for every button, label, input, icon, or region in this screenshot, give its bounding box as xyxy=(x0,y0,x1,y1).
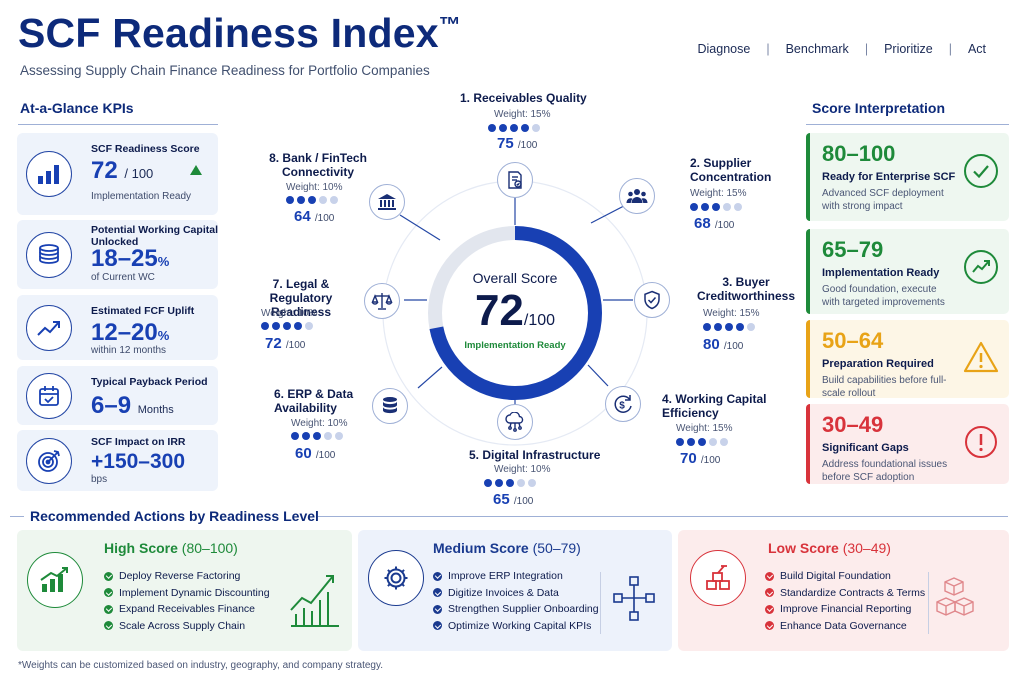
list-item: Expand Receivables Finance xyxy=(104,601,270,618)
list-item: Digitize Invoices & Data xyxy=(433,585,599,602)
list-item: Implement Dynamic Discounting xyxy=(104,585,270,602)
alert-circle-icon xyxy=(965,426,997,458)
bar-chart-icon xyxy=(26,151,72,197)
action-panel-high: High Score (80–100) Deploy Reverse Facto… xyxy=(17,530,352,651)
calendar-icon xyxy=(26,372,72,419)
factor-3-label: 3. Buyer Creditworthiness xyxy=(696,275,795,303)
factor-6-score: 60 /100 xyxy=(295,445,336,462)
factor-3-score: 80 /100 xyxy=(703,336,744,353)
factor-5-label: 5. Digital Infrastructure xyxy=(469,448,601,462)
nav-act[interactable]: Act xyxy=(967,42,986,56)
factor-3-dots xyxy=(703,323,755,331)
up-triangle-icon xyxy=(190,165,202,175)
invoice-icon xyxy=(497,162,533,198)
kpi-divider xyxy=(18,124,218,125)
factor-6-label: 6. ERP & Data Availability xyxy=(274,387,354,415)
list-item: Build Digital Foundation xyxy=(765,568,925,585)
growth-chart-icon xyxy=(290,575,339,627)
interpretation-heading: Score Interpretation xyxy=(812,100,946,116)
kpi-card-readiness: SCF Readiness Score 72 / 100 Implementat… xyxy=(17,133,218,215)
medium-action-list: Improve ERP Integration Digitize Invoice… xyxy=(433,568,599,634)
factor-7-score: 72 /100 xyxy=(265,335,306,352)
database-icon xyxy=(372,388,408,424)
interpretation-divider xyxy=(806,124,1009,125)
action-panel-medium: Medium Score (50–79) Improve ERP Integra… xyxy=(358,530,672,651)
list-item: Standardize Contracts & Terms xyxy=(765,585,925,602)
factor-8-dots xyxy=(286,196,338,204)
kpi-heading: At-a-Glance KPIs xyxy=(20,100,134,116)
dollar-cycle-icon: $ xyxy=(605,386,641,422)
page-title: SCF Readiness Index™ xyxy=(18,10,461,56)
interp-card-ready-enterprise: 80–100 Ready for Enterprise SCF Advanced… xyxy=(806,133,1009,221)
list-item: Improve ERP Integration xyxy=(433,568,599,585)
low-action-list: Build Digital Foundation Standardize Con… xyxy=(765,568,925,634)
factor-7-dots xyxy=(261,322,313,330)
list-item: Scale Across Supply Chain xyxy=(104,618,270,635)
footnote: *Weights can be customized based on indu… xyxy=(18,660,384,671)
page-subtitle: Assessing Supply Chain Finance Readiness… xyxy=(20,63,430,78)
factor-5-dots xyxy=(484,479,536,487)
factor-8-score: 64 /100 xyxy=(294,208,335,225)
factor-1-dots xyxy=(488,124,540,132)
top-nav: Diagnose | Benchmark | Prioritize | Act xyxy=(682,42,1003,56)
kpi-card-irr: SCF Impact on IRR +150–300 bps xyxy=(17,430,218,491)
cubes-icon xyxy=(936,577,974,616)
list-item: Enhance Data Governance xyxy=(765,618,925,635)
target-icon xyxy=(26,437,72,484)
interp-card-preparation-required: 50–64 Preparation Required Build capabil… xyxy=(806,320,1009,399)
list-item: Strengthen Supplier Onboarding xyxy=(433,601,599,618)
factor-2-label: 2. Supplier Concentration xyxy=(690,156,772,184)
shield-icon xyxy=(634,282,670,318)
overall-score-label: Overall Score xyxy=(472,270,558,286)
overall-status: Implementation Ready xyxy=(464,340,566,351)
kpi-card-working-capital: Potential Working Capital Unlocked 18–25… xyxy=(17,220,218,289)
nav-benchmark[interactable]: Benchmark xyxy=(785,42,849,56)
scales-icon xyxy=(364,283,400,319)
interp-card-implementation-ready: 65–79 Implementation Ready Good foundati… xyxy=(806,229,1009,314)
factor-6-dots xyxy=(291,432,343,440)
factor-4-dots xyxy=(676,438,728,446)
nav-prioritize[interactable]: Prioritize xyxy=(884,42,933,56)
coins-icon xyxy=(26,231,72,278)
growth-bars-icon xyxy=(27,552,83,608)
trend-up-icon xyxy=(26,304,72,351)
gear-icon xyxy=(368,550,424,606)
factor-2-score: 68 /100 xyxy=(694,215,735,232)
trend-circle-icon xyxy=(964,250,998,284)
score-face xyxy=(428,226,602,400)
overall-score-value: 72/100 xyxy=(474,286,556,335)
interp-card-significant-gaps: 30–49 Significant Gaps Address foundatio… xyxy=(806,404,1009,484)
warning-icon xyxy=(963,341,999,373)
factor-5-score: 65 /100 xyxy=(493,491,534,508)
factor-8-label: 8. Bank / FinTech Connectivity xyxy=(269,151,367,179)
nav-diagnose[interactable]: Diagnose xyxy=(697,42,751,56)
people-icon xyxy=(619,178,655,214)
factor-4-score: 70 /100 xyxy=(680,450,721,467)
high-action-list: Deploy Reverse Factoring Implement Dynam… xyxy=(104,568,270,634)
actions-divider xyxy=(318,516,1008,517)
factor-4-label: 4. Working Capital Efficiency xyxy=(662,392,767,420)
factor-2-dots xyxy=(690,203,742,211)
list-item: Optimize Working Capital KPIs xyxy=(433,618,599,635)
score-gauge-arc xyxy=(428,226,602,400)
svg-text:$: $ xyxy=(619,401,625,412)
factor-7-label: 7. Legal & Regulatory Readiness xyxy=(269,277,333,319)
factor-1-score: 75 /100 xyxy=(497,135,538,152)
check-circle-icon xyxy=(964,154,998,188)
kpi-card-payback: Typical Payback Period 6–9 Months xyxy=(17,366,218,425)
actions-heading: Recommended Actions by Readiness Level xyxy=(30,508,319,524)
action-panel-low: Low Score (30–49) Build Digital Foundati… xyxy=(678,530,1009,651)
network-icon xyxy=(613,576,655,621)
building-blocks-icon xyxy=(690,550,746,606)
list-item: Deploy Reverse Factoring xyxy=(104,568,270,585)
bank-icon xyxy=(369,184,405,220)
kpi-card-fcf-uplift: Estimated FCF Uplift 12–20% within 12 mo… xyxy=(17,295,218,360)
cloud-icon xyxy=(497,404,533,440)
factor-1-label: 1. Receivables Quality xyxy=(460,91,587,105)
score-wheel xyxy=(382,180,648,446)
list-item: Improve Financial Reporting xyxy=(765,601,925,618)
